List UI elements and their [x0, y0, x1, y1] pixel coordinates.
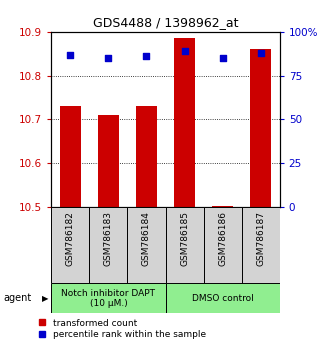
- Point: [106, 55, 111, 61]
- Bar: [166, 207, 204, 283]
- Text: GSM786187: GSM786187: [256, 211, 265, 266]
- Point: [182, 48, 187, 54]
- Bar: [242, 207, 280, 283]
- Text: GSM786185: GSM786185: [180, 211, 189, 266]
- Bar: [212, 206, 233, 207]
- Bar: [166, 283, 280, 313]
- Text: GSM786184: GSM786184: [142, 211, 151, 266]
- Point: [258, 50, 263, 56]
- Bar: [250, 48, 271, 207]
- Point: [144, 53, 149, 59]
- Bar: [51, 207, 89, 283]
- Point: [220, 55, 225, 61]
- Bar: [89, 207, 127, 283]
- Bar: [60, 106, 81, 207]
- Text: ▶: ▶: [41, 294, 48, 303]
- Text: Notch inhibitor DAPT
(10 μM.): Notch inhibitor DAPT (10 μM.): [62, 289, 155, 308]
- Text: GSM786186: GSM786186: [218, 211, 227, 266]
- Text: GSM786182: GSM786182: [66, 211, 75, 266]
- Text: agent: agent: [3, 293, 31, 303]
- Point: [68, 52, 73, 57]
- Bar: [98, 115, 119, 207]
- Bar: [136, 106, 157, 207]
- Bar: [204, 207, 242, 283]
- Text: DMSO control: DMSO control: [192, 294, 254, 303]
- Title: GDS4488 / 1398962_at: GDS4488 / 1398962_at: [93, 16, 238, 29]
- Legend: transformed count, percentile rank within the sample: transformed count, percentile rank withi…: [35, 315, 210, 343]
- Text: GSM786183: GSM786183: [104, 211, 113, 266]
- Bar: [127, 207, 166, 283]
- Bar: [51, 283, 166, 313]
- Bar: [174, 39, 195, 207]
